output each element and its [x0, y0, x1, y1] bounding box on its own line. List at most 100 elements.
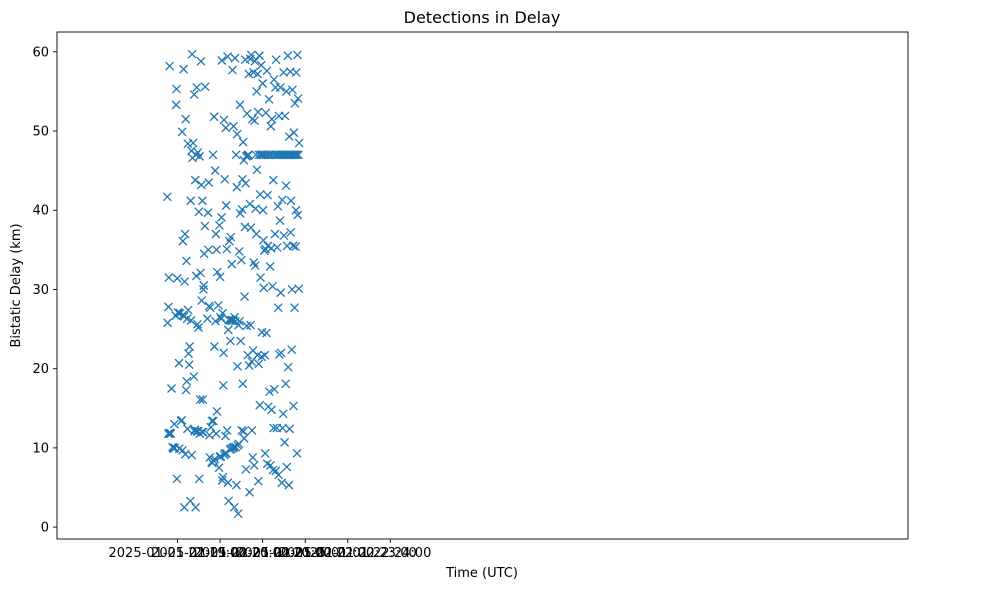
data-point [219, 348, 229, 358]
data-point [187, 450, 197, 460]
data-point [221, 123, 231, 133]
data-point [183, 305, 193, 315]
data-point [236, 255, 246, 265]
data-point [251, 204, 261, 214]
data-point [205, 303, 215, 313]
data-point [237, 204, 247, 214]
y-tick-label: 60 [32, 45, 49, 60]
data-point [195, 395, 205, 405]
data-point [287, 85, 297, 95]
y-tick-label: 30 [32, 283, 49, 298]
data-point [189, 372, 199, 382]
data-point [276, 288, 286, 298]
data-point [181, 385, 191, 395]
data-point [197, 427, 207, 437]
data-point [253, 476, 263, 486]
data-point [196, 268, 206, 278]
data-point [257, 150, 267, 160]
data-point [223, 478, 233, 488]
data-point [249, 258, 259, 267]
data-point [215, 272, 225, 282]
data-point [174, 358, 184, 368]
data-point [262, 328, 272, 338]
data-point [246, 320, 256, 330]
data-point [220, 448, 230, 458]
data-point [220, 174, 230, 184]
data-point [290, 98, 300, 108]
data-point [282, 462, 292, 472]
data-point [250, 116, 259, 126]
data-point [209, 342, 219, 351]
x-tick-label: 2025-01-01 22:23:00 [279, 546, 417, 561]
y-tick-label: 0 [41, 521, 49, 536]
data-point [214, 220, 224, 230]
data-point [228, 65, 237, 75]
data-point [266, 121, 276, 131]
data-point [207, 416, 217, 426]
data-point [253, 107, 263, 117]
data-point [180, 277, 190, 286]
data-point [294, 284, 304, 294]
data-point [229, 502, 239, 512]
data-point [188, 138, 198, 148]
data-point [214, 463, 224, 473]
data-point [269, 75, 279, 84]
data-point [285, 424, 295, 434]
data-point [183, 424, 192, 434]
data-point [163, 429, 173, 439]
data-point [236, 336, 246, 346]
data-point [233, 509, 243, 519]
data-point [240, 292, 250, 302]
data-point [272, 243, 282, 252]
data-point [212, 406, 222, 416]
data-point [268, 281, 278, 291]
data-point [264, 387, 274, 397]
data-point [222, 426, 232, 435]
data-point [221, 201, 231, 210]
x-tick-label: 2025-01-01 22:20:00 [151, 546, 289, 561]
data-point [199, 281, 209, 290]
data-point [290, 150, 300, 160]
data-point [165, 61, 175, 71]
data-point [204, 178, 214, 187]
data-point [200, 82, 210, 92]
data-point [196, 56, 206, 66]
data-point [273, 201, 283, 211]
data-point [212, 267, 222, 277]
data-point [235, 100, 245, 110]
data-point [180, 229, 190, 239]
data-point [250, 261, 260, 271]
data-point [291, 205, 301, 215]
data-point [223, 52, 233, 62]
data-point [207, 458, 217, 468]
data-point [279, 231, 289, 241]
data-point [162, 192, 172, 202]
data-point [248, 452, 258, 462]
data-point [258, 79, 268, 88]
data-point [255, 51, 264, 61]
data-point [194, 323, 203, 332]
data-point [269, 384, 279, 394]
data-point [213, 300, 223, 310]
data-point [258, 235, 268, 245]
data-points [162, 49, 304, 519]
data-point [200, 221, 210, 231]
data-point [216, 314, 226, 324]
data-point [177, 415, 187, 425]
data-point [234, 246, 244, 256]
data-point [241, 464, 251, 474]
data-point [292, 448, 302, 458]
data-point [217, 56, 227, 65]
data-point [164, 273, 174, 283]
data-point [194, 474, 204, 484]
data-point [246, 223, 256, 233]
data-point [181, 114, 191, 124]
data-point [211, 229, 221, 239]
y-tick-label: 10 [32, 441, 49, 456]
data-point [178, 445, 187, 455]
data-point [203, 208, 213, 218]
data-point [244, 361, 254, 370]
data-point [184, 349, 194, 359]
data-point [202, 314, 212, 324]
data-point [197, 296, 207, 306]
